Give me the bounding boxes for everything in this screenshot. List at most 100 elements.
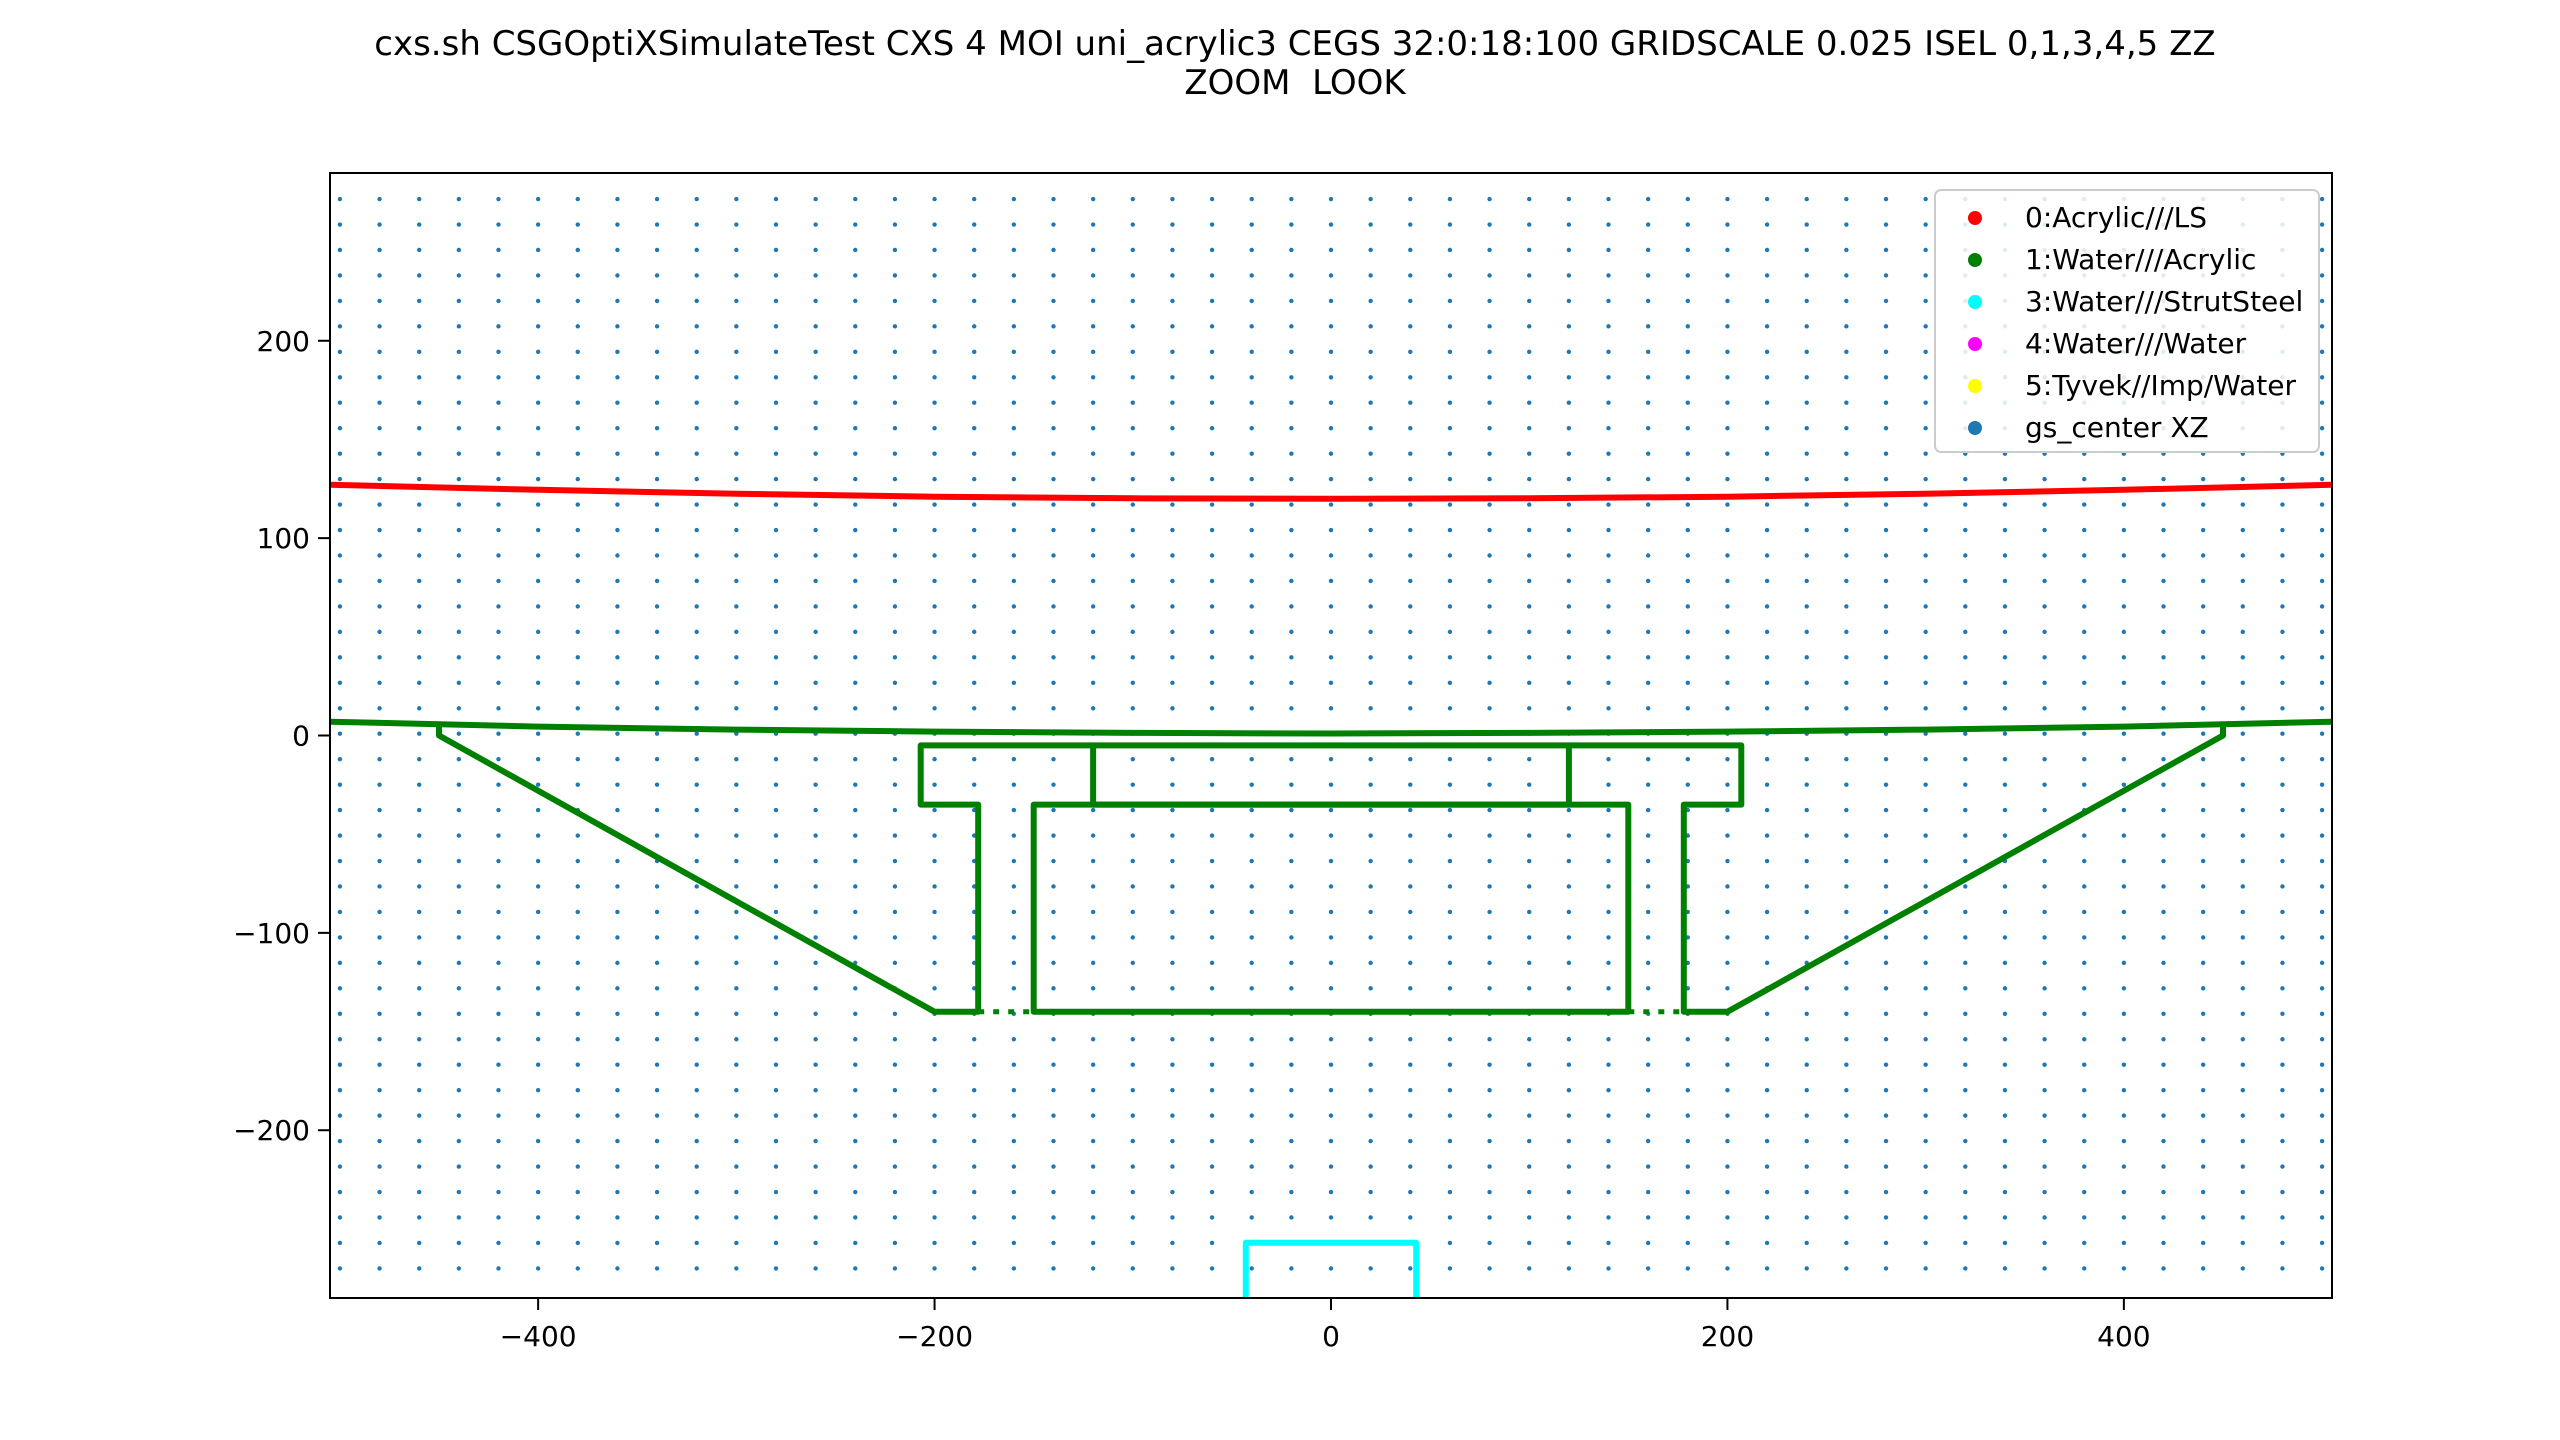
gs-center-point: [892, 553, 898, 558]
gs-center-point: [654, 196, 660, 202]
gs-center-point: [1011, 680, 1017, 686]
gs-center-point: [694, 1087, 699, 1093]
gs-center-point: [1170, 858, 1175, 864]
gs-center-point: [1566, 960, 1572, 966]
gs-center-point: [1606, 1138, 1611, 1144]
x-tick-label: 400: [2097, 1320, 2150, 1353]
gs-center-point: [932, 1062, 937, 1067]
gs-center-point: [1487, 324, 1492, 329]
gs-center-point: [813, 425, 818, 431]
gs-center-point: [2319, 807, 2325, 813]
gs-center-point: [1685, 1037, 1690, 1042]
gs-center-point: [1209, 553, 1215, 558]
gs-center-point: [1566, 425, 1572, 431]
gs-center-point: [337, 273, 343, 278]
gs-center-point: [2319, 1215, 2325, 1220]
gs-center-point: [1566, 604, 1572, 609]
gs-center-point: [1923, 425, 1928, 431]
gs-center-point: [1447, 324, 1453, 329]
gs-center-point: [2002, 1011, 2008, 1016]
gs-center-point: [813, 578, 818, 584]
gs-center-point: [1923, 960, 1928, 966]
gs-center-point: [932, 756, 937, 762]
gs-center-point: [813, 909, 818, 915]
gs-center-point: [1606, 706, 1611, 711]
gs-center-point: [773, 1011, 779, 1016]
gs-center-point: [892, 807, 898, 813]
gs-center-point: [2200, 1011, 2206, 1016]
gs-center-point: [615, 273, 620, 278]
gs-center-point: [1408, 451, 1413, 456]
gs-center-point: [377, 196, 382, 202]
gs-center-point: [2082, 1164, 2087, 1169]
gs-center-point: [694, 451, 699, 456]
gs-center-point: [1844, 196, 1849, 202]
gs-center-point: [734, 833, 739, 838]
gs-center-point: [1408, 986, 1413, 991]
gs-center-point: [1289, 273, 1294, 278]
gs-center-point: [813, 527, 818, 533]
gs-center-point: [694, 629, 699, 635]
gs-center-point: [535, 1011, 541, 1016]
gs-center-point: [1923, 400, 1928, 405]
gs-center-point: [1487, 706, 1492, 711]
gs-center-point: [1725, 935, 1730, 940]
gs-center-point: [2280, 960, 2285, 966]
gs-center-point: [337, 553, 343, 558]
gs-center-point: [1130, 247, 1135, 253]
gs-center-point: [456, 858, 462, 864]
gs-center-point: [1011, 655, 1017, 660]
gs-center-point: [535, 196, 541, 202]
gs-center-point: [2121, 553, 2127, 558]
gs-center-point: [1566, 1087, 1572, 1093]
gs-center-point: [1844, 756, 1849, 762]
gs-center-point: [2280, 909, 2285, 915]
gs-center-point: [337, 1087, 343, 1093]
gs-center-point: [456, 782, 462, 787]
gs-center-point: [1090, 1087, 1096, 1093]
gs-center-point: [1130, 324, 1135, 329]
gs-center-point: [1249, 909, 1254, 915]
gs-center-point: [1408, 960, 1413, 966]
gs-center-point: [2240, 553, 2246, 558]
gs-center-point: [773, 629, 779, 635]
gs-center-point: [1923, 731, 1928, 736]
gs-center-point: [1844, 604, 1849, 609]
gs-center-point: [694, 1215, 699, 1220]
gs-center-point: [1130, 222, 1135, 227]
gs-center-point: [535, 731, 541, 736]
gs-center-point: [1130, 756, 1135, 762]
gs-center-point: [1130, 451, 1135, 456]
legend-label: 5:Tyvek//Imp/Water: [2025, 369, 2296, 402]
gs-center-point: [615, 502, 620, 507]
gs-center-point: [892, 578, 898, 584]
gs-center-point: [694, 1266, 699, 1271]
gs-center-point: [932, 604, 937, 609]
gs-center-point: [2161, 1037, 2166, 1042]
gs-center-point: [1883, 680, 1889, 686]
gs-center-point: [1764, 629, 1770, 635]
gs-center-point: [932, 680, 937, 686]
gs-center-point: [1051, 1138, 1056, 1144]
gs-center-point: [654, 298, 660, 304]
gs-center-point: [1130, 400, 1135, 405]
gs-center-point: [813, 655, 818, 660]
gs-center-point: [1923, 1189, 1928, 1195]
gs-center-point: [1487, 1266, 1492, 1271]
gs-center-point: [2240, 604, 2246, 609]
gs-center-point: [1923, 298, 1928, 304]
gs-center-point: [615, 655, 620, 660]
gs-center-point: [853, 1164, 858, 1169]
gs-center-point: [2002, 1215, 2008, 1220]
gs-center-point: [456, 222, 462, 227]
gs-center-point: [1804, 451, 1809, 456]
gs-center-point: [734, 553, 739, 558]
gs-center-point: [1090, 1113, 1096, 1118]
gs-center-point: [535, 527, 541, 533]
gs-center-point: [1051, 1189, 1056, 1195]
gs-center-point: [377, 273, 382, 278]
gs-center-point: [813, 1087, 818, 1093]
gs-center-point: [456, 1037, 462, 1042]
gs-center-point: [892, 833, 898, 838]
